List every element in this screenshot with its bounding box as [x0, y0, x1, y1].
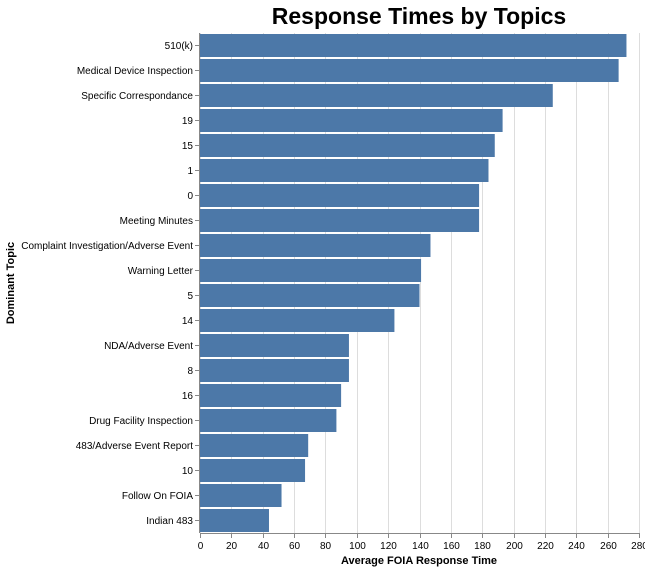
y-tick-label: Complaint Investigation/Adverse Event — [21, 241, 193, 252]
bar — [200, 109, 503, 132]
y-tick-label: Drug Facility Inspection — [89, 416, 193, 427]
bar — [200, 459, 306, 482]
bar — [200, 34, 627, 57]
bar — [200, 409, 337, 432]
bar — [200, 284, 420, 307]
y-tick-label: 8 — [187, 366, 193, 377]
bar — [200, 259, 422, 282]
y-tick-label: Meeting Minutes — [120, 216, 193, 227]
y-tick-label: Indian 483 — [146, 516, 193, 527]
bar — [200, 209, 480, 232]
x-tick-label: 40 — [258, 541, 270, 552]
y-tick-label: 0 — [187, 191, 193, 202]
y-tick-label: 1 — [187, 166, 193, 177]
y-tick-label: 5 — [187, 291, 193, 302]
bar — [200, 484, 282, 507]
x-tick-label: 0 — [198, 541, 204, 552]
x-tick-label: 20 — [226, 541, 238, 552]
y-tick-label: 483/Adverse Event Report — [76, 441, 194, 452]
bar — [200, 84, 553, 107]
y-axis-title: Dominant Topic — [5, 242, 17, 324]
y-tick-label: Specific Correspondance — [81, 91, 193, 102]
y-tick-label: Follow On FOIA — [122, 491, 193, 502]
bar — [200, 384, 342, 407]
x-tick-label: 120 — [380, 541, 397, 552]
x-tick-label: 260 — [600, 541, 617, 552]
x-tick-label: 240 — [568, 541, 585, 552]
x-tick-label: 160 — [443, 541, 460, 552]
y-tick-label: 15 — [182, 141, 194, 152]
y-tick-label: 19 — [182, 116, 194, 127]
y-tick-label: Warning Letter — [128, 266, 194, 277]
x-tick-label: 100 — [349, 541, 366, 552]
bar — [200, 159, 489, 182]
y-tick-label: Medical Device Inspection — [77, 66, 193, 77]
x-tick-label: 60 — [289, 541, 301, 552]
bar — [200, 134, 495, 157]
x-tick-label: 220 — [537, 541, 554, 552]
bar — [200, 59, 619, 82]
bars — [200, 34, 627, 532]
bar — [200, 359, 349, 382]
y-tick-label: 16 — [182, 391, 194, 402]
chart-title: Response Times by Topics — [272, 3, 566, 29]
bar — [200, 434, 309, 457]
x-axis: 0 20 40 60 80 100 120 140 160 180 200 220 240 260 280 — [198, 533, 645, 552]
x-tick-label: 280 — [631, 541, 645, 552]
bar — [200, 184, 480, 207]
x-tick-label: 140 — [412, 541, 429, 552]
gridlines — [200, 33, 640, 533]
bar — [200, 509, 269, 532]
bar — [200, 309, 395, 332]
bar — [200, 334, 349, 357]
y-tick-label: 510(k) — [165, 41, 193, 52]
y-axis: 510(k) Medical Device Inspection Specific … — [21, 33, 200, 533]
bar — [200, 234, 431, 257]
x-tick-label: 80 — [320, 541, 332, 552]
x-tick-label: 180 — [474, 541, 491, 552]
y-tick-label: 10 — [182, 466, 194, 477]
y-tick-label: 14 — [182, 316, 194, 327]
x-tick-label: 200 — [506, 541, 523, 552]
y-tick-label: NDA/Adverse Event — [104, 341, 193, 352]
x-axis-title: Average FOIA Response Time — [341, 555, 497, 567]
